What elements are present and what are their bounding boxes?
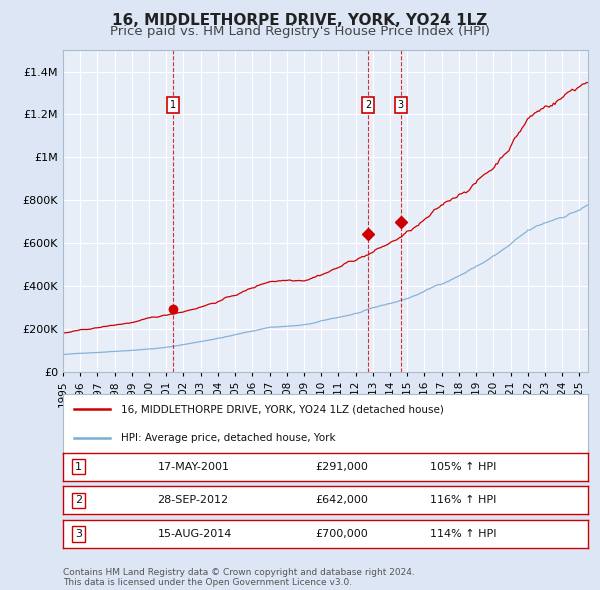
Text: 2: 2 — [365, 100, 371, 110]
Text: 114% ↑ HPI: 114% ↑ HPI — [431, 529, 497, 539]
Text: £291,000: £291,000 — [315, 462, 368, 471]
Text: 1: 1 — [170, 100, 176, 110]
Text: 16, MIDDLETHORPE DRIVE, YORK, YO24 1LZ: 16, MIDDLETHORPE DRIVE, YORK, YO24 1LZ — [112, 13, 488, 28]
Text: 28-SEP-2012: 28-SEP-2012 — [157, 496, 229, 505]
Text: 105% ↑ HPI: 105% ↑ HPI — [431, 462, 497, 471]
Text: 15-AUG-2014: 15-AUG-2014 — [157, 529, 232, 539]
Text: 1: 1 — [75, 462, 82, 471]
Text: 2: 2 — [75, 496, 82, 505]
Text: 16, MIDDLETHORPE DRIVE, YORK, YO24 1LZ (detached house): 16, MIDDLETHORPE DRIVE, YORK, YO24 1LZ (… — [121, 404, 443, 414]
Text: Price paid vs. HM Land Registry's House Price Index (HPI): Price paid vs. HM Land Registry's House … — [110, 25, 490, 38]
Text: HPI: Average price, detached house, York: HPI: Average price, detached house, York — [121, 433, 335, 443]
Text: 3: 3 — [75, 529, 82, 539]
Text: 116% ↑ HPI: 116% ↑ HPI — [431, 496, 497, 505]
Text: £642,000: £642,000 — [315, 496, 368, 505]
Text: 3: 3 — [398, 100, 404, 110]
Text: £700,000: £700,000 — [315, 529, 368, 539]
Text: 17-MAY-2001: 17-MAY-2001 — [157, 462, 229, 471]
Text: Contains HM Land Registry data © Crown copyright and database right 2024.
This d: Contains HM Land Registry data © Crown c… — [63, 568, 415, 587]
